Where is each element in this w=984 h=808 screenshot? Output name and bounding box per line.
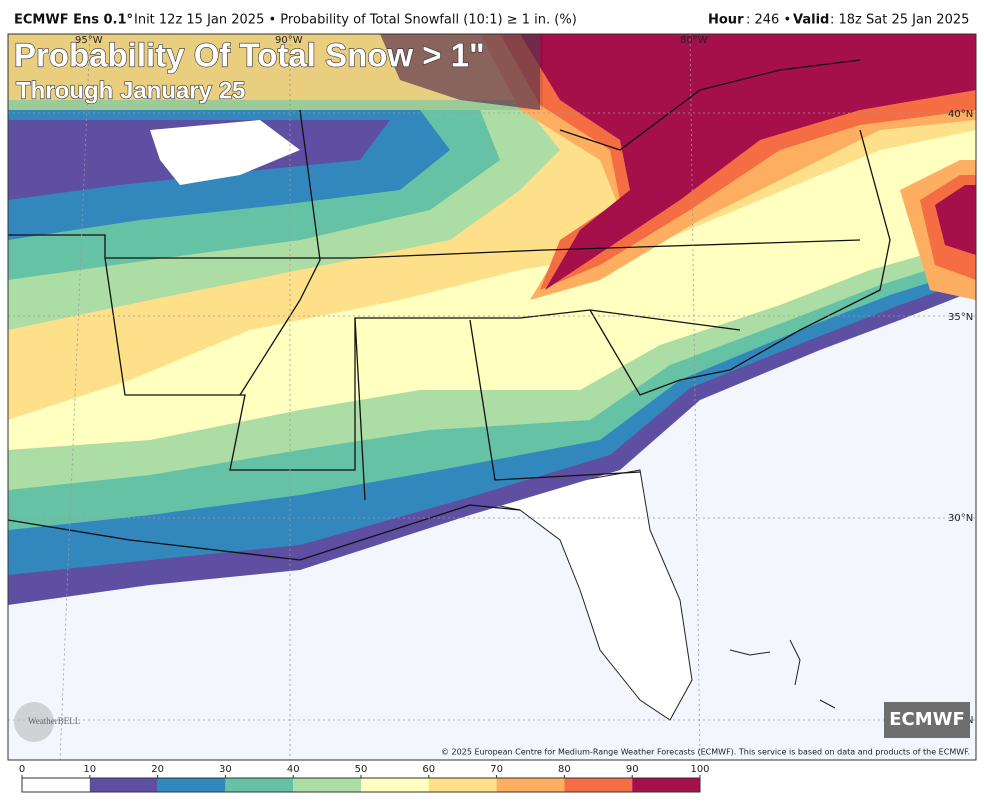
color-bin <box>361 778 429 792</box>
map-title: Probability Of Total Snow > 1" <box>14 37 485 74</box>
logo-icon <box>14 702 54 742</box>
valid-value: : 18z Sat 25 Jan 2025 <box>830 13 969 28</box>
logo: WeatherBELL <box>28 716 80 726</box>
color-bin <box>89 778 158 792</box>
lat-label: 35°N <box>948 312 973 323</box>
color-bin <box>225 778 294 792</box>
tick-label: 60 <box>422 764 435 775</box>
color-bin <box>632 778 700 792</box>
lon-label: 90°W <box>275 35 303 46</box>
lat-label: 30°N <box>948 513 973 524</box>
model-name: ECMWF Ens 0.1° <box>14 13 133 28</box>
lat-label: 40°N <box>948 109 973 120</box>
hour-value: : 246 • <box>746 13 791 28</box>
map-subtitle: Through January 25 <box>16 77 245 104</box>
tick-label: 70 <box>490 764 503 775</box>
badge: ECMWF <box>889 709 965 730</box>
color-bin <box>564 778 633 792</box>
color-bin <box>293 778 361 792</box>
credit: © 2025 European Centre for Medium-Range … <box>441 748 970 757</box>
tick-label: 80 <box>558 764 571 775</box>
color-bin <box>22 778 90 792</box>
header-info: Init 12z 15 Jan 2025 • Probability of To… <box>134 13 577 28</box>
colorbar: 0 10 20 30 40 50 60 70 80 90 100 <box>19 764 710 793</box>
tick-label: 40 <box>287 764 300 775</box>
color-bin <box>157 778 226 792</box>
tick-label: 30 <box>219 764 232 775</box>
color-bin <box>496 778 565 792</box>
tick-label: 90 <box>626 764 639 775</box>
map: Probability Of Total Snow > 1" Through J… <box>7 33 977 761</box>
tick-label: 10 <box>83 764 96 775</box>
tick-label: 0 <box>19 764 25 775</box>
color-bin <box>428 778 497 792</box>
hour-label: Hour <box>708 13 744 28</box>
lon-label: 80°W <box>680 35 708 46</box>
tick-label: 50 <box>355 764 368 775</box>
valid-label: Valid <box>793 13 829 28</box>
lon-label: 95°W <box>75 35 103 46</box>
badge-box <box>884 702 970 738</box>
tick-label: 20 <box>151 764 164 775</box>
tick-label: 100 <box>690 764 709 775</box>
